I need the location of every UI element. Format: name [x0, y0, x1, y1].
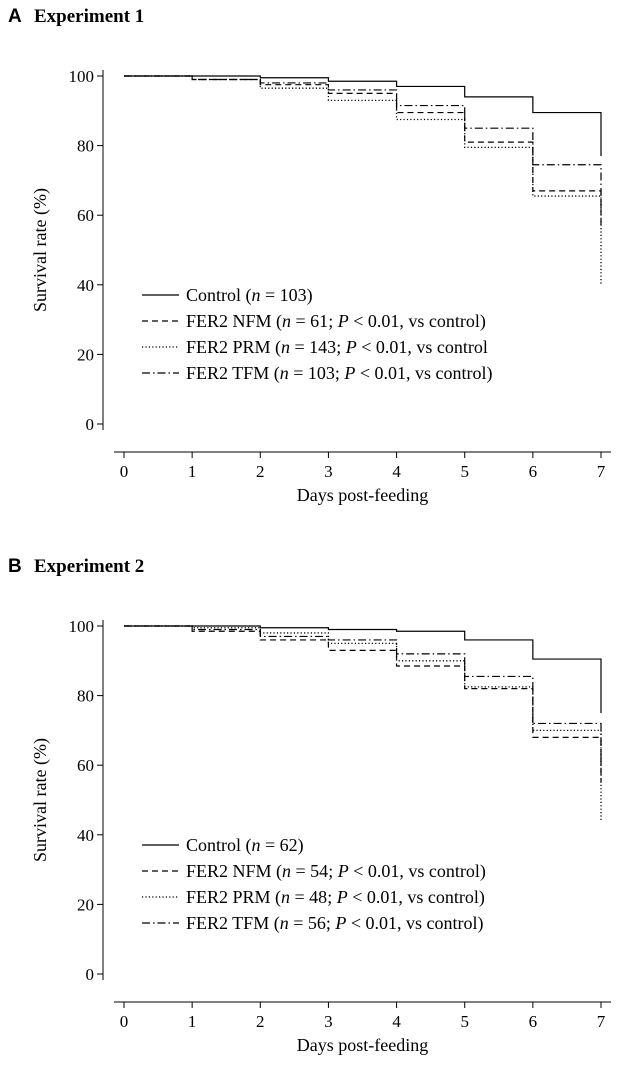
chart-title: Experiment 2 [34, 556, 145, 577]
y-tick-label: 40 [77, 826, 94, 845]
series-line-fer2-nfm [124, 75, 602, 230]
survival-chart-experiment-1: 0 20 40 60 80 100 0 1 2 3 4 5 6 7 Days post-feeding Sur… [30, 67, 611, 505]
legend-entry: FER2 TFM (n = 103; P < 0.01, vs control) [186, 363, 493, 384]
x-tick-label: 6 [529, 462, 538, 481]
legend-entry: FER2 TFM (n = 56; P < 0.01, vs control) [186, 913, 484, 934]
panel-label: A [8, 6, 22, 27]
series-line-fer2-nfm [124, 625, 602, 783]
legend-entry: FER2 PRM (n = 48; P < 0.01, vs control) [186, 887, 485, 908]
x-tick-label: 4 [392, 1012, 401, 1031]
panel-b: B Experiment 2 0 20 40 60 80 100 0 1 2 3 4 5 6 7 Days … [0, 550, 624, 1085]
y-tick-label: 40 [77, 276, 94, 295]
x-tick-label: 7 [597, 1012, 606, 1031]
panel-label: B [8, 556, 22, 577]
x-axis-label: Days post-feeding [297, 1035, 428, 1055]
y-tick-label: 20 [77, 895, 94, 914]
y-tick-label: 60 [77, 206, 94, 225]
x-tick-label: 1 [188, 1012, 197, 1031]
x-tick-label: 5 [460, 462, 469, 481]
series-line-fer2-tfm [124, 625, 602, 773]
series-line-fer2-prm [124, 75, 602, 285]
y-tick-label: 60 [77, 756, 94, 775]
x-tick-label: 3 [324, 462, 333, 481]
legend-entry: FER2 NFM (n = 61; P < 0.01, vs control) [186, 311, 486, 332]
y-tick-label: 0 [86, 965, 95, 984]
survival-chart-experiment-2: 0 20 40 60 80 100 0 1 2 3 4 5 6 7 Days post-feeding Sur… [30, 617, 611, 1055]
chart-title: Experiment 1 [34, 6, 145, 27]
series-line-control [124, 625, 602, 713]
y-tick-label: 80 [77, 687, 94, 706]
x-tick-label: 0 [120, 1012, 129, 1031]
x-axis-label: Days post-feeding [297, 485, 428, 505]
y-tick-label: 100 [69, 67, 95, 86]
x-tick-label: 5 [460, 1012, 469, 1031]
y-tick-label: 20 [77, 345, 94, 364]
series-line-fer2-prm [124, 625, 602, 821]
x-tick-label: 0 [120, 462, 129, 481]
panel-a: A Experiment 1 0 20 40 60 80 100 0 1 2 3 4 5 6 7 Days … [0, 0, 624, 535]
legend-entry: FER2 NFM (n = 54; P < 0.01, vs control) [186, 861, 486, 882]
legend-entry: FER2 PRM (n = 143; P < 0.01, vs control [186, 337, 488, 358]
x-tick-label: 4 [392, 462, 401, 481]
x-tick-label: 2 [256, 462, 265, 481]
x-tick-label: 3 [324, 1012, 333, 1031]
series-line-fer2-tfm [124, 75, 602, 209]
legend-entry: Control (n = 103) [186, 285, 313, 306]
legend-entry: Control (n = 62) [186, 835, 304, 856]
y-axis-label: Survival rate (%) [30, 738, 51, 862]
y-tick-label: 80 [77, 137, 94, 156]
y-axis-label: Survival rate (%) [30, 188, 51, 312]
x-tick-label: 6 [529, 1012, 538, 1031]
x-tick-label: 2 [256, 1012, 265, 1031]
series-line-control [124, 75, 602, 157]
y-tick-label: 100 [69, 617, 95, 636]
x-tick-label: 7 [597, 462, 606, 481]
y-tick-label: 0 [86, 415, 95, 434]
x-tick-label: 1 [188, 462, 197, 481]
